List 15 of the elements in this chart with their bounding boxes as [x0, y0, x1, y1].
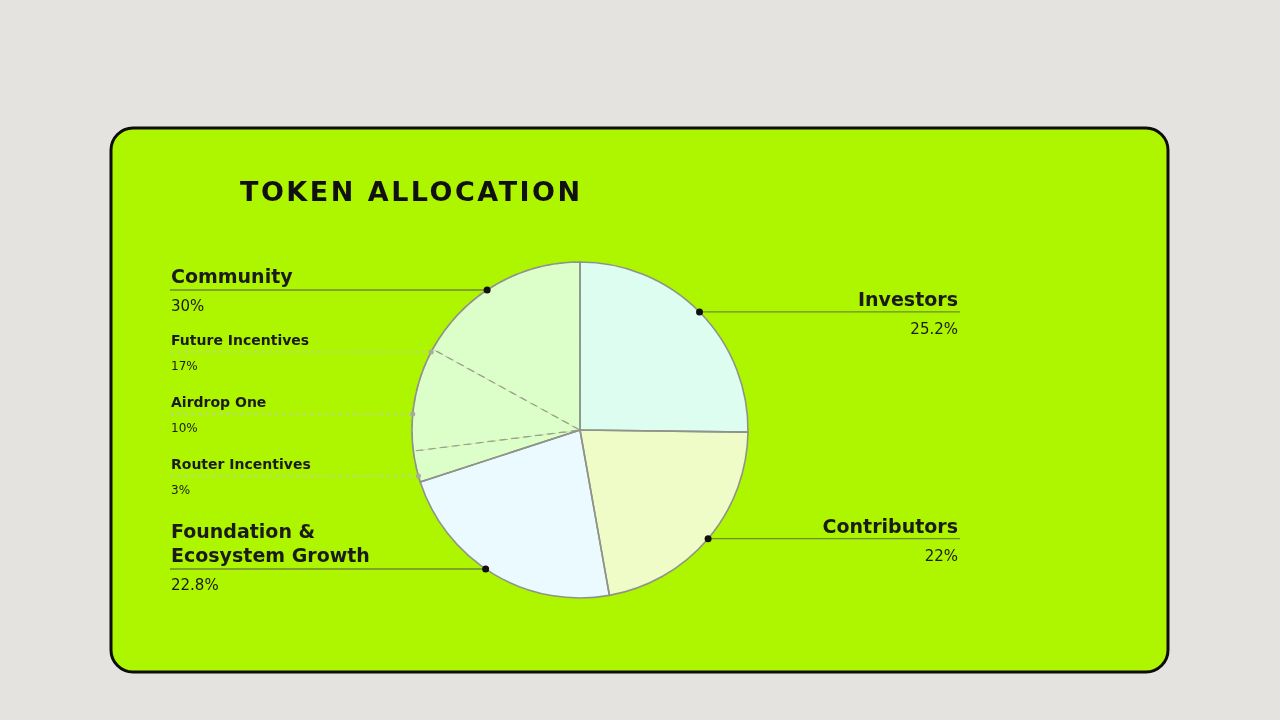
slice-label: Future Incentives	[171, 332, 310, 348]
data-label: 3%	[171, 483, 191, 497]
chart-title: TOKEN ALLOCATION	[240, 176, 583, 207]
slice-label: Foundation & Ecosystem Growth	[171, 520, 370, 566]
data-label: 17%	[171, 359, 198, 373]
slice-label: Airdrop One	[171, 394, 267, 410]
text: Community	[171, 265, 294, 287]
slice-label: Contributors	[822, 514, 958, 537]
data-label: 10%	[171, 421, 198, 435]
text: 30%	[171, 297, 205, 315]
slice-label: Investors	[858, 287, 958, 310]
data-label: 25.2%	[910, 319, 958, 338]
data-label: 22.8%	[171, 576, 219, 594]
slice-label: Router Incentives	[171, 456, 311, 472]
data-label: 22%	[924, 546, 958, 565]
